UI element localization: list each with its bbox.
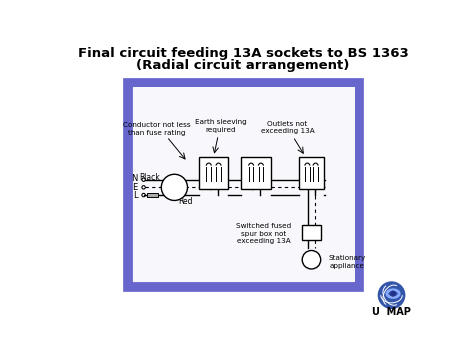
Circle shape [161,174,188,201]
Circle shape [142,193,146,197]
Text: U  MAP: U MAP [372,307,411,317]
Circle shape [378,281,405,309]
Text: Conductor not less
than fuse rating: Conductor not less than fuse rating [123,122,191,136]
Circle shape [390,290,396,297]
Text: (Radial circuit arrangement): (Radial circuit arrangement) [136,59,350,72]
Text: E: E [132,183,137,192]
Text: Final circuit feeding 13A sockets to BS 1363: Final circuit feeding 13A sockets to BS … [78,47,408,60]
Text: Switched fused
spur box not
exceeding 13A: Switched fused spur box not exceeding 13… [236,223,292,244]
Bar [299,157,324,189]
Text: L: L [133,191,137,200]
Bar [241,157,271,189]
Bar [302,225,321,240]
Circle shape [302,251,321,269]
Circle shape [142,178,146,181]
Bar [133,87,355,282]
Text: Black: Black [139,173,160,182]
Bar [128,83,359,287]
Bar [146,193,158,197]
Circle shape [142,186,146,189]
Text: Stationary
appliance: Stationary appliance [328,255,365,269]
Bar [199,157,228,189]
Text: Outlets not
exceeding 13A: Outlets not exceeding 13A [261,121,314,134]
Text: Earth sleeving
required: Earth sleeving required [195,119,246,132]
Text: Red: Red [178,197,193,206]
Text: N: N [131,174,137,184]
